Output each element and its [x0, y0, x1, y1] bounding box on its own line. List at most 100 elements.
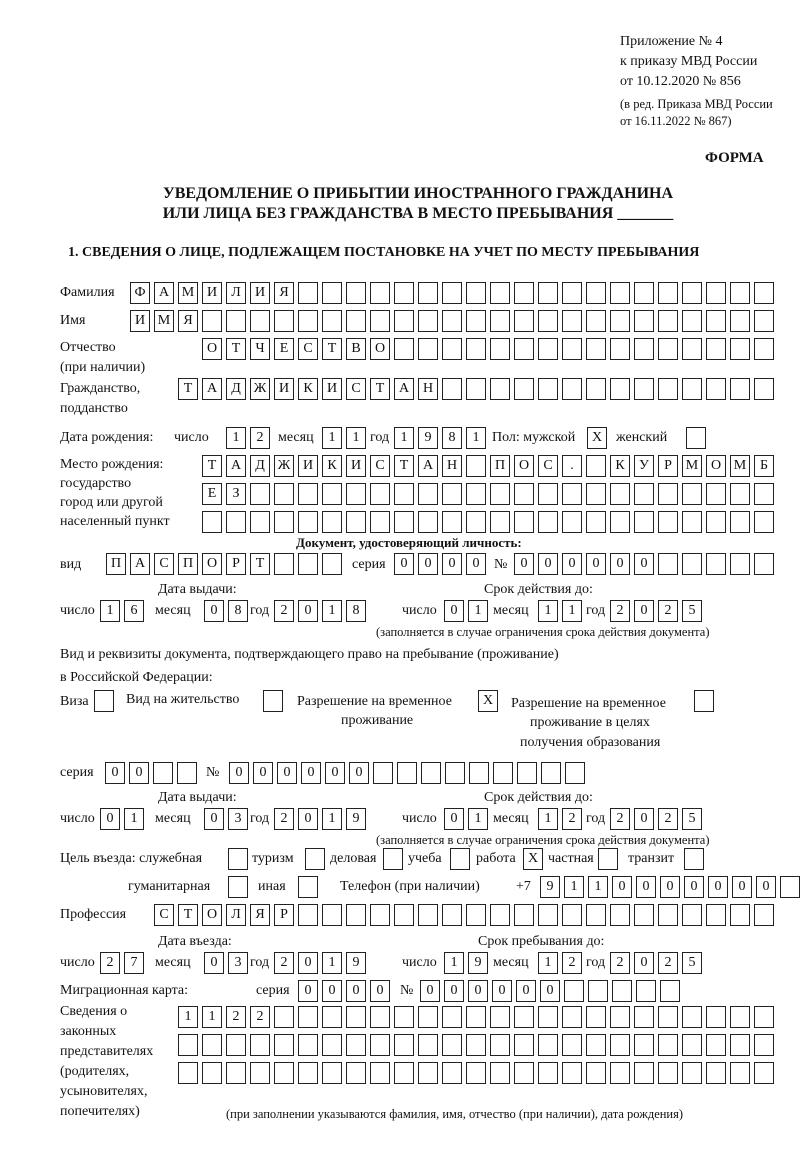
doc-number-char-box[interactable] [493, 762, 513, 784]
citizenship-char-box[interactable]: Н [418, 378, 438, 400]
profession-char-box[interactable] [370, 904, 390, 926]
reps-3-char-box[interactable] [250, 1062, 270, 1084]
citizenship-char-box[interactable] [586, 378, 606, 400]
reps-2-char-box[interactable] [706, 1034, 726, 1056]
birthplace-3-char-box[interactable] [538, 511, 558, 533]
profession-char-box[interactable]: С [154, 904, 174, 926]
birthplace-1-char-box[interactable]: . [562, 455, 582, 477]
id-number-char-box[interactable]: 0 [538, 553, 558, 575]
doc-issue-year-char-box[interactable]: 9 [346, 808, 366, 830]
patronymic-char-box[interactable]: Т [226, 338, 246, 360]
mc-series-char-box[interactable]: 0 [370, 980, 390, 1002]
birthplace-2-char-box[interactable]: З [226, 483, 246, 505]
doc-issue-year-char-box[interactable]: 1 [322, 808, 342, 830]
reps-1-char-box[interactable] [754, 1006, 774, 1028]
citizenship-char-box[interactable]: С [346, 378, 366, 400]
mc-number-char-box[interactable]: 0 [444, 980, 464, 1002]
surname-char-box[interactable] [442, 282, 462, 304]
doc-number-char-box[interactable] [469, 762, 489, 784]
stay-year-char-box[interactable]: 0 [634, 952, 654, 974]
reps-1-char-box[interactable] [442, 1006, 462, 1028]
citizenship-char-box[interactable] [682, 378, 702, 400]
purpose-work-checkbox[interactable]: X [523, 848, 543, 870]
doc-number-char-box[interactable] [373, 762, 393, 784]
id-issue-day-char-box[interactable]: 6 [124, 600, 144, 622]
reps-3-char-box[interactable] [610, 1062, 630, 1084]
citizenship-char-box[interactable]: А [394, 378, 414, 400]
citizenship-char-box[interactable]: А [202, 378, 222, 400]
purpose-tourism-checkbox[interactable] [305, 848, 325, 870]
phone-char-box[interactable] [780, 876, 800, 898]
birth-year-char-box[interactable]: 1 [394, 427, 414, 449]
id-issue-month-char-box[interactable]: 8 [228, 600, 248, 622]
id-issue-day-char-box[interactable]: 1 [100, 600, 120, 622]
patronymic-char-box[interactable] [466, 338, 486, 360]
birthplace-3-char-box[interactable] [586, 511, 606, 533]
patronymic-char-box[interactable] [634, 338, 654, 360]
doc-issue-year-char-box[interactable]: 2 [274, 808, 294, 830]
mc-series-char-box[interactable]: 0 [346, 980, 366, 1002]
reps-2-char-box[interactable] [370, 1034, 390, 1056]
patronymic-char-box[interactable] [682, 338, 702, 360]
reps-3-char-box[interactable] [490, 1062, 510, 1084]
name-char-box[interactable] [346, 310, 366, 332]
birthplace-1-char-box[interactable]: Т [202, 455, 222, 477]
entry-month-char-box[interactable]: 0 [204, 952, 224, 974]
birthplace-3-char-box[interactable] [658, 511, 678, 533]
profession-char-box[interactable]: Я [250, 904, 270, 926]
reps-3-char-box[interactable] [514, 1062, 534, 1084]
birthplace-2-char-box[interactable] [346, 483, 366, 505]
birthplace-3-char-box[interactable] [274, 511, 294, 533]
profession-char-box[interactable] [442, 904, 462, 926]
phone-char-box[interactable]: 9 [540, 876, 560, 898]
surname-char-box[interactable]: Я [274, 282, 294, 304]
birthplace-1-char-box[interactable]: У [634, 455, 654, 477]
citizenship-char-box[interactable]: И [274, 378, 294, 400]
doc-number-char-box[interactable] [397, 762, 417, 784]
name-char-box[interactable] [322, 310, 342, 332]
id-valid-month-char-box[interactable]: 1 [538, 600, 558, 622]
name-char-box[interactable]: М [154, 310, 174, 332]
citizenship-char-box[interactable] [610, 378, 630, 400]
birthplace-2-char-box[interactable] [586, 483, 606, 505]
birthplace-1-char-box[interactable]: М [682, 455, 702, 477]
citizenship-char-box[interactable] [634, 378, 654, 400]
profession-char-box[interactable] [514, 904, 534, 926]
reps-2-char-box[interactable] [178, 1034, 198, 1056]
birthplace-1-char-box[interactable]: О [514, 455, 534, 477]
birthplace-2-char-box[interactable] [514, 483, 534, 505]
reps-1-char-box[interactable] [562, 1006, 582, 1028]
name-char-box[interactable] [274, 310, 294, 332]
birthplace-1-char-box[interactable]: О [706, 455, 726, 477]
id-valid-year-char-box[interactable]: 0 [634, 600, 654, 622]
name-char-box[interactable] [514, 310, 534, 332]
birthplace-2-char-box[interactable] [466, 483, 486, 505]
patronymic-char-box[interactable] [442, 338, 462, 360]
profession-char-box[interactable]: О [202, 904, 222, 926]
mc-number-char-box[interactable]: 0 [516, 980, 536, 1002]
name-char-box[interactable] [634, 310, 654, 332]
patronymic-char-box[interactable]: О [202, 338, 222, 360]
doc-valid-day-char-box[interactable]: 1 [468, 808, 488, 830]
profession-char-box[interactable] [298, 904, 318, 926]
surname-char-box[interactable] [682, 282, 702, 304]
stay-year-char-box[interactable]: 5 [682, 952, 702, 974]
reps-3-char-box[interactable] [346, 1062, 366, 1084]
patronymic-char-box[interactable]: О [370, 338, 390, 360]
birthplace-1-char-box[interactable]: Т [394, 455, 414, 477]
id-kind-char-box[interactable]: А [130, 553, 150, 575]
profession-char-box[interactable] [538, 904, 558, 926]
phone-char-box[interactable]: 0 [756, 876, 776, 898]
doc-issue-month-char-box[interactable]: 0 [204, 808, 224, 830]
id-kind-char-box[interactable]: П [178, 553, 198, 575]
birthplace-2-char-box[interactable] [250, 483, 270, 505]
profession-char-box[interactable] [466, 904, 486, 926]
reps-2-char-box[interactable] [682, 1034, 702, 1056]
citizenship-char-box[interactable]: Ж [250, 378, 270, 400]
reps-1-char-box[interactable] [418, 1006, 438, 1028]
doc-number-char-box[interactable]: 0 [301, 762, 321, 784]
entry-year-char-box[interactable]: 1 [322, 952, 342, 974]
reps-1-char-box[interactable] [730, 1006, 750, 1028]
stay-day-char-box[interactable]: 1 [444, 952, 464, 974]
entry-day-char-box[interactable]: 2 [100, 952, 120, 974]
